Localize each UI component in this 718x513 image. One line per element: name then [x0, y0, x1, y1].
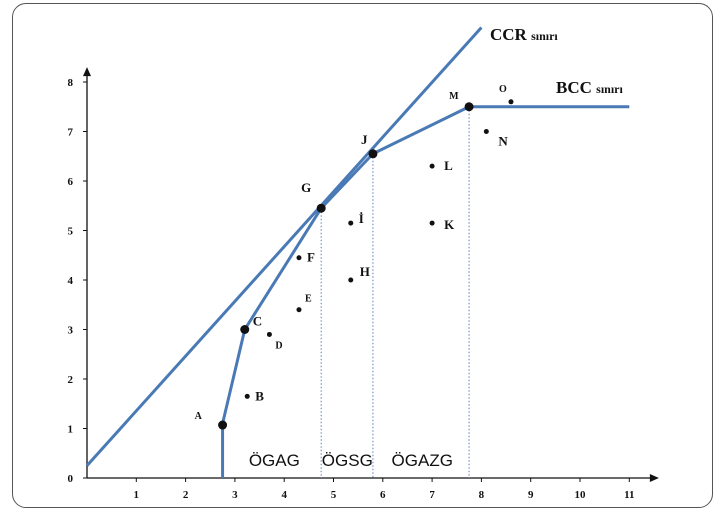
- region-label-ögazg: ÖGAZG: [392, 451, 453, 470]
- data-point-label-f: F: [307, 250, 315, 265]
- data-point-label-m: M: [449, 91, 459, 102]
- data-point-label-i̇: İ: [359, 211, 364, 226]
- x-tick-label: 5: [331, 489, 337, 501]
- data-point-label-h: H: [360, 264, 370, 279]
- data-point-label-n: N: [498, 134, 508, 149]
- data-point-label-o: O: [499, 84, 507, 95]
- data-point-label-a: A: [195, 411, 203, 422]
- data-point-o: [508, 99, 514, 105]
- data-point-b: [244, 393, 250, 399]
- data-point-label-b: B: [255, 388, 264, 403]
- y-tick-label: 7: [68, 127, 74, 139]
- x-axis-arrow: [649, 474, 659, 482]
- data-point-d: [266, 331, 272, 337]
- x-tick-label: 7: [429, 489, 435, 501]
- data-point-label-e: E: [305, 294, 312, 305]
- region-label-ögsg: ÖGSG: [322, 451, 373, 470]
- x-tick-label: 1: [134, 489, 140, 501]
- y-tick-label: 4: [68, 275, 74, 287]
- data-point-c: [240, 325, 250, 334]
- data-point-e: [296, 307, 302, 313]
- data-point-label-g: G: [301, 180, 311, 195]
- x-tick-label: 2: [183, 489, 189, 501]
- data-point-g: [316, 203, 326, 213]
- data-point-label-k: K: [444, 217, 455, 232]
- x-tick-label: 8: [479, 489, 485, 501]
- y-tick-label: 5: [68, 226, 74, 238]
- y-tick-label: 6: [68, 176, 74, 188]
- y-tick-label: 3: [68, 325, 74, 337]
- data-point-label-c: C: [253, 314, 262, 329]
- y-tick-label: 1: [68, 424, 74, 436]
- bcc-frontier-line: [221, 105, 630, 478]
- x-tick-label: 10: [575, 489, 587, 501]
- chart-frame: [12, 3, 713, 508]
- y-tick-label: 2: [68, 374, 74, 386]
- data-point-m: [464, 102, 474, 112]
- y-axis-arrow: [83, 67, 91, 77]
- data-point-label-d: D: [275, 340, 282, 351]
- data-point-f: [296, 255, 302, 261]
- x-tick-label: 9: [528, 489, 534, 501]
- data-point-a: [218, 420, 228, 430]
- data-point-label-l: L: [444, 158, 453, 173]
- data-point-n: [483, 129, 489, 134]
- x-tick-label: 4: [281, 489, 287, 501]
- data-point-label-j: J: [361, 132, 368, 147]
- data-point-i̇: [348, 220, 354, 226]
- data-point-l: [429, 163, 435, 169]
- x-tick-label: 11: [624, 489, 634, 501]
- x-tick-label: 6: [380, 489, 386, 501]
- data-point-k: [429, 220, 435, 226]
- y-tick-label: 0: [68, 473, 74, 485]
- ccr-frontier-label: CCR sınırı: [490, 25, 558, 44]
- region-label-ögag: ÖGAG: [249, 451, 300, 470]
- data-point-h: [348, 277, 354, 283]
- x-tick-label: 3: [232, 489, 238, 501]
- bcc-frontier-label: BCC sınırı: [556, 78, 623, 97]
- ccr-frontier-line: [85, 26, 483, 467]
- data-point-j: [368, 149, 378, 159]
- y-tick-label: 8: [68, 77, 74, 89]
